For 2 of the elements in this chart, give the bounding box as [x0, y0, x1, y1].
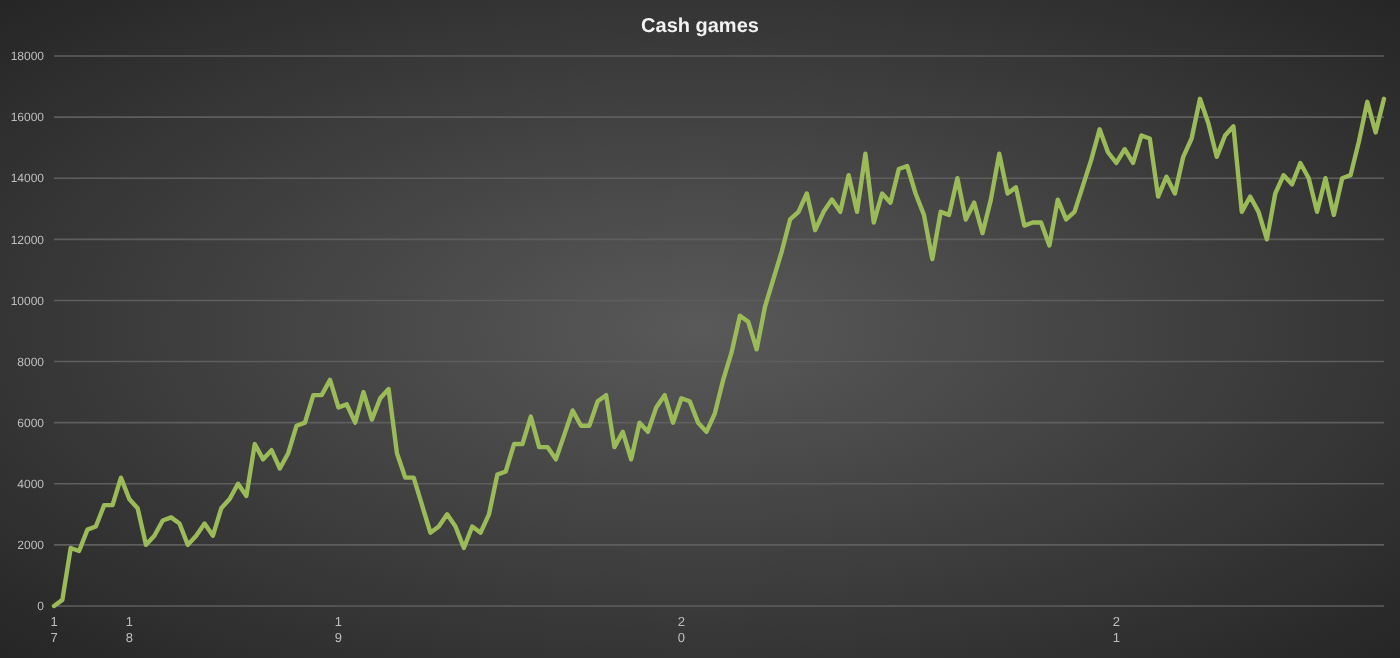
- line-series: [51, 96, 1387, 609]
- chart-title: Cash games: [641, 16, 760, 38]
